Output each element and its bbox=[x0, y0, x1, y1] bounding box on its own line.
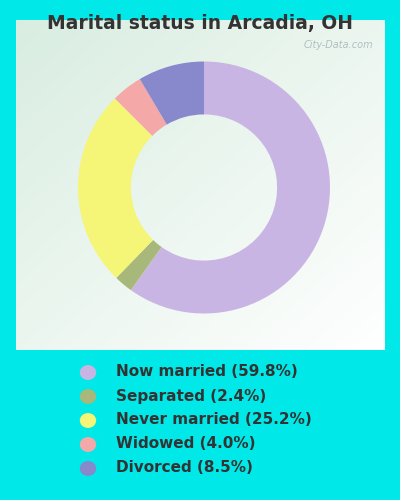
Circle shape bbox=[80, 366, 96, 379]
Wedge shape bbox=[131, 62, 330, 314]
Circle shape bbox=[80, 414, 96, 427]
Wedge shape bbox=[140, 62, 204, 124]
Wedge shape bbox=[78, 98, 153, 278]
Wedge shape bbox=[116, 240, 162, 290]
Text: Separated (2.4%): Separated (2.4%) bbox=[116, 388, 266, 404]
Circle shape bbox=[80, 390, 96, 403]
Text: Divorced (8.5%): Divorced (8.5%) bbox=[116, 460, 253, 475]
Text: Marital status in Arcadia, OH: Marital status in Arcadia, OH bbox=[47, 14, 353, 33]
Text: Now married (59.8%): Now married (59.8%) bbox=[116, 364, 298, 380]
Circle shape bbox=[80, 462, 96, 475]
Wedge shape bbox=[115, 79, 167, 136]
Text: Never married (25.2%): Never married (25.2%) bbox=[116, 412, 312, 428]
Circle shape bbox=[80, 438, 96, 452]
Text: Widowed (4.0%): Widowed (4.0%) bbox=[116, 436, 256, 452]
Text: City-Data.com: City-Data.com bbox=[303, 40, 373, 50]
